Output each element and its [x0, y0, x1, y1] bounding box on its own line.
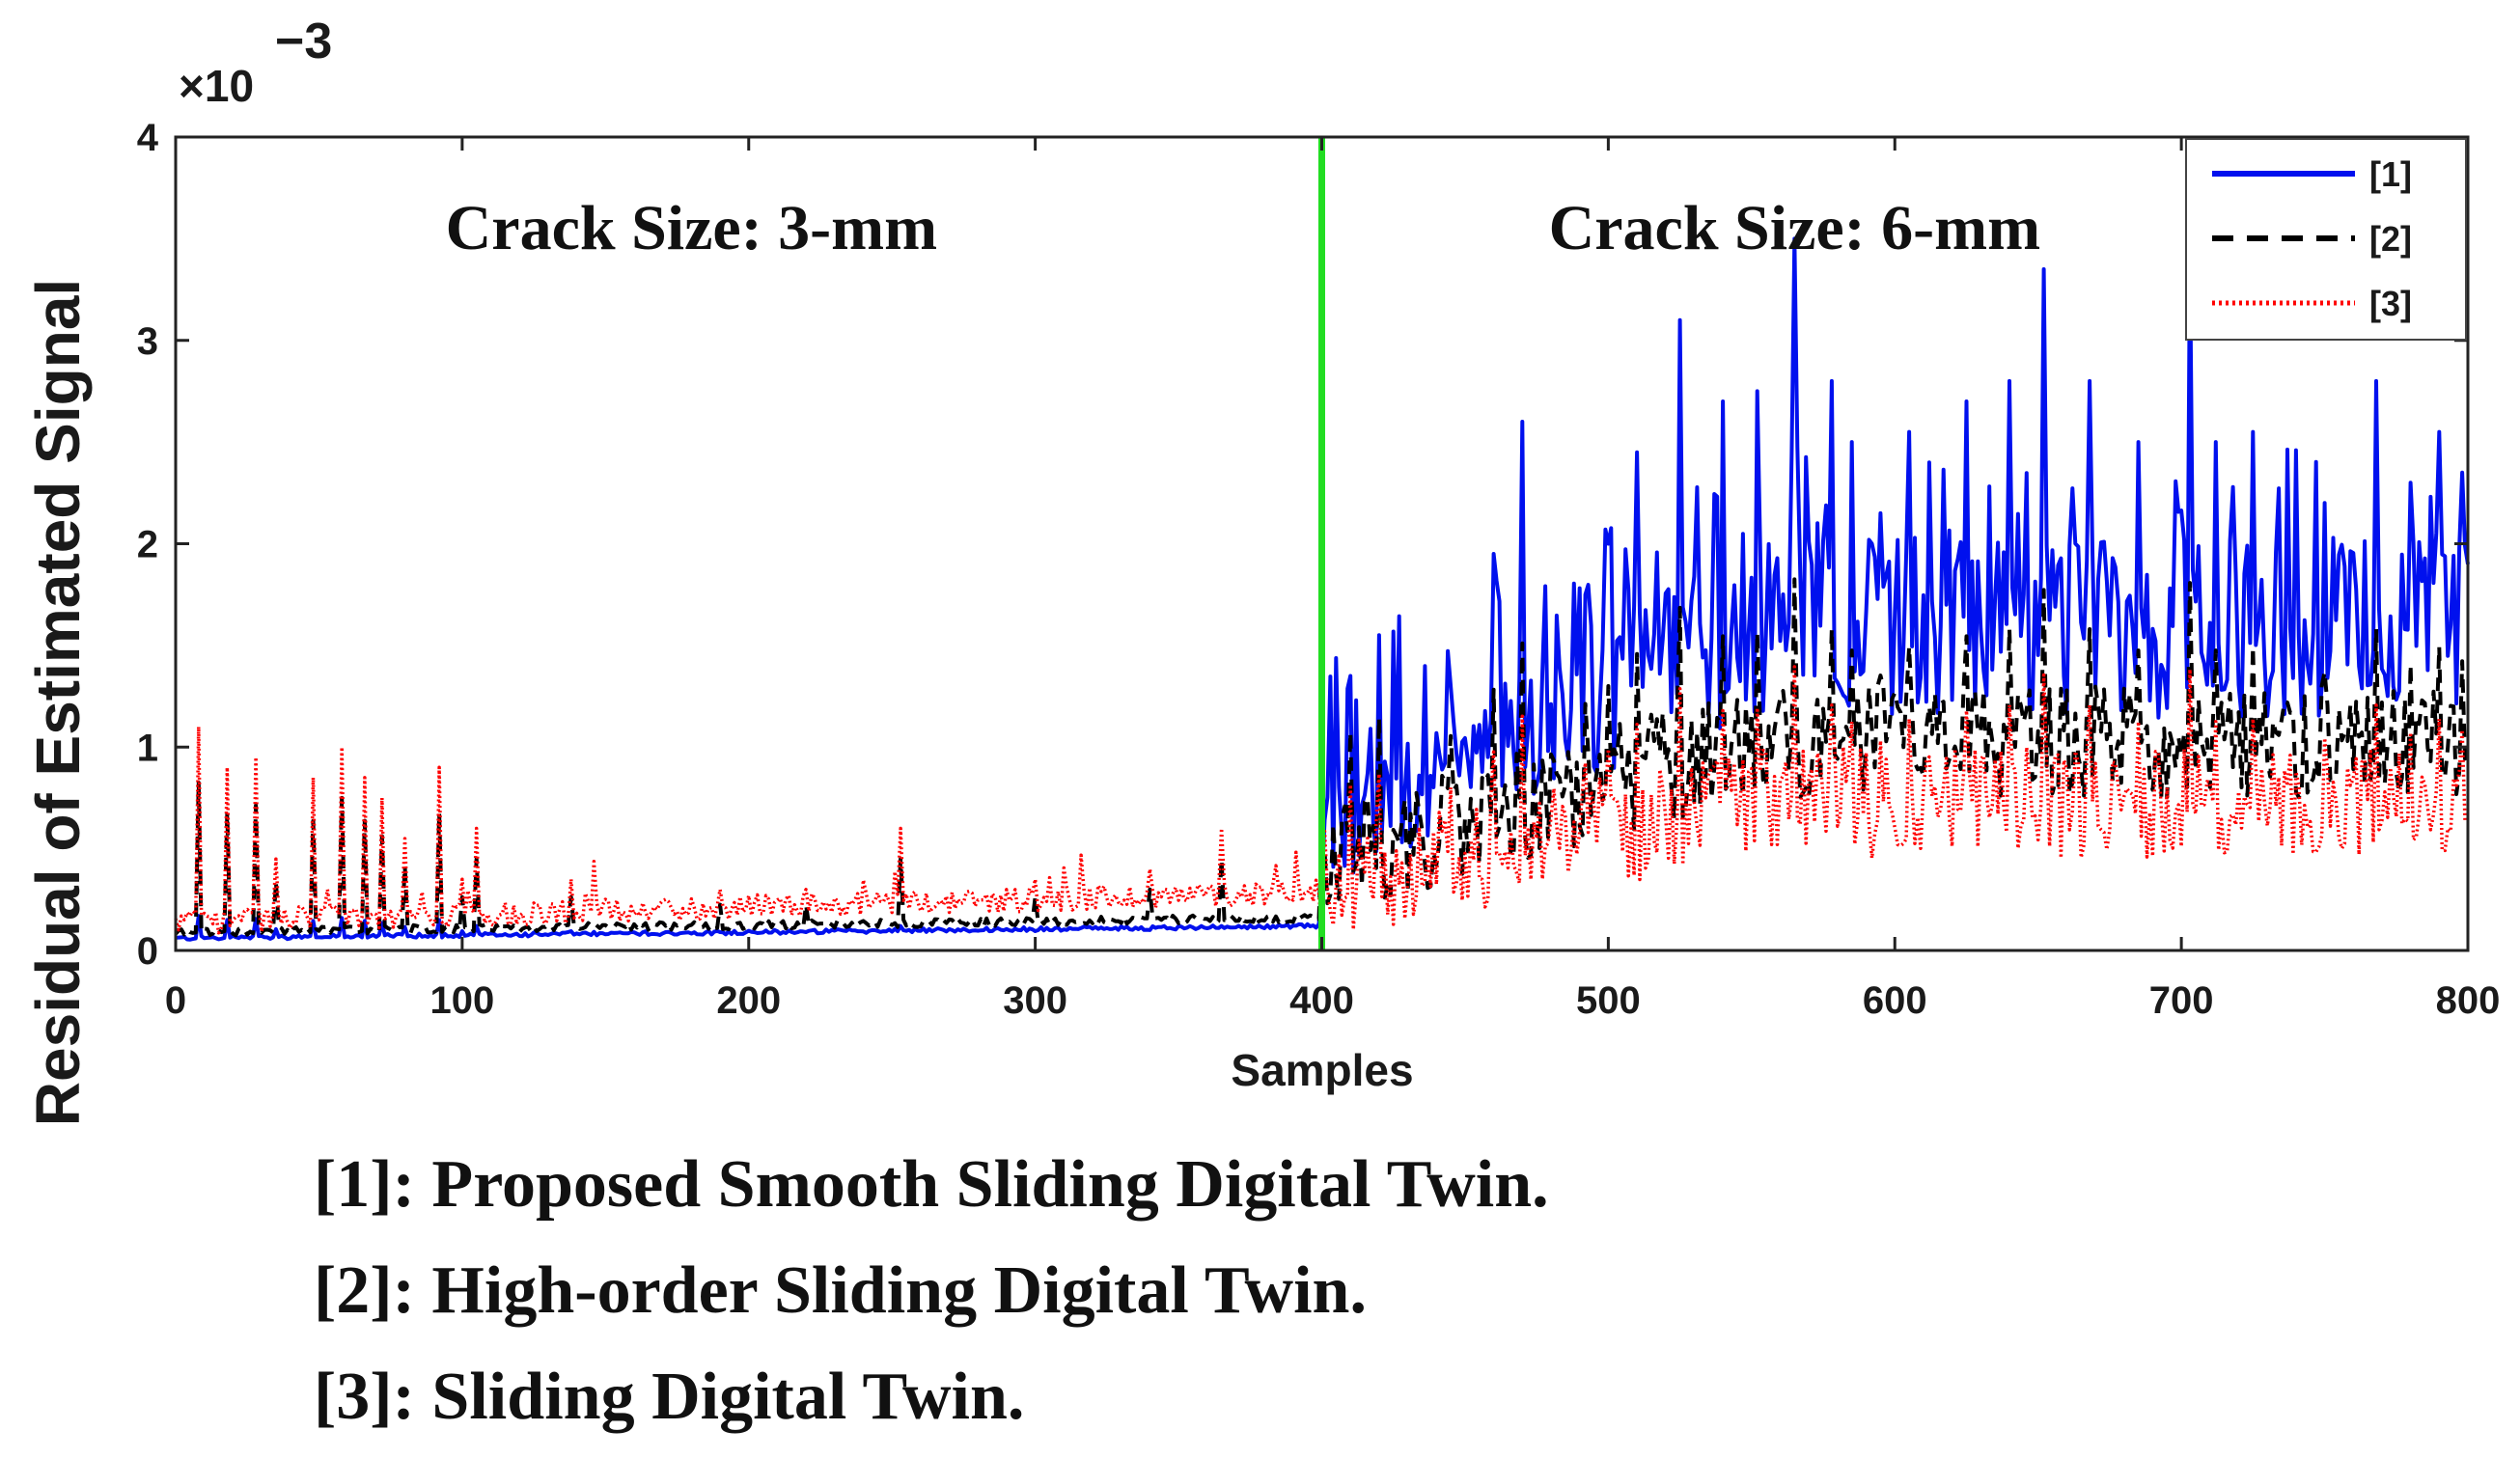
x-tick-label: 200 — [716, 979, 781, 1022]
legend-label-2: [2] — [2369, 219, 2412, 259]
x-tick-label: 700 — [2149, 979, 2214, 1022]
x-tick-label: 500 — [1576, 979, 1641, 1022]
x-tick-label: 300 — [1003, 979, 1067, 1022]
legend-label-3: [3] — [2369, 284, 2412, 323]
y-axis-label: Residual of Estimated Signal — [23, 279, 93, 1126]
x-tick-label: 100 — [430, 979, 495, 1022]
annotation-crack-6mm: Crack Size: 6-mm — [1549, 193, 2041, 263]
y-tick-label: 2 — [137, 524, 158, 566]
y-tick-label: 4 — [137, 117, 159, 159]
x-axis-label: Samples — [1231, 1045, 1413, 1095]
y-tick-label: 1 — [137, 727, 158, 769]
tick-layer: 0 100 200 300 400 500 600 700 800 0 1 2 3 4 — [137, 117, 2501, 1022]
y-multiplier-exponent: −3 — [275, 14, 332, 69]
x-tick-label: 0 — [165, 979, 186, 1022]
legend: [1] [2] [3] — [2185, 138, 2467, 341]
annotation-crack-3mm: Crack Size: 3-mm — [446, 193, 938, 263]
footnote-3: [3]: Sliding Digital Twin. — [314, 1360, 1024, 1434]
x-tick-label: 400 — [1289, 979, 1354, 1022]
series-line-2 — [174, 577, 2470, 938]
y-tick-label: 0 — [137, 930, 158, 973]
footnote-1: [1]: Proposed Smooth Sliding Digital Twi… — [314, 1147, 1549, 1222]
x-tick-label: 800 — [2436, 979, 2501, 1022]
x-tick-label: 600 — [1863, 979, 1927, 1022]
footnote-2: [2]: High-order Sliding Digital Twin. — [314, 1253, 1367, 1328]
y-multiplier: ×10 — [179, 61, 254, 111]
legend-label-1: [1] — [2369, 154, 2412, 194]
y-tick-label: 3 — [137, 320, 158, 363]
